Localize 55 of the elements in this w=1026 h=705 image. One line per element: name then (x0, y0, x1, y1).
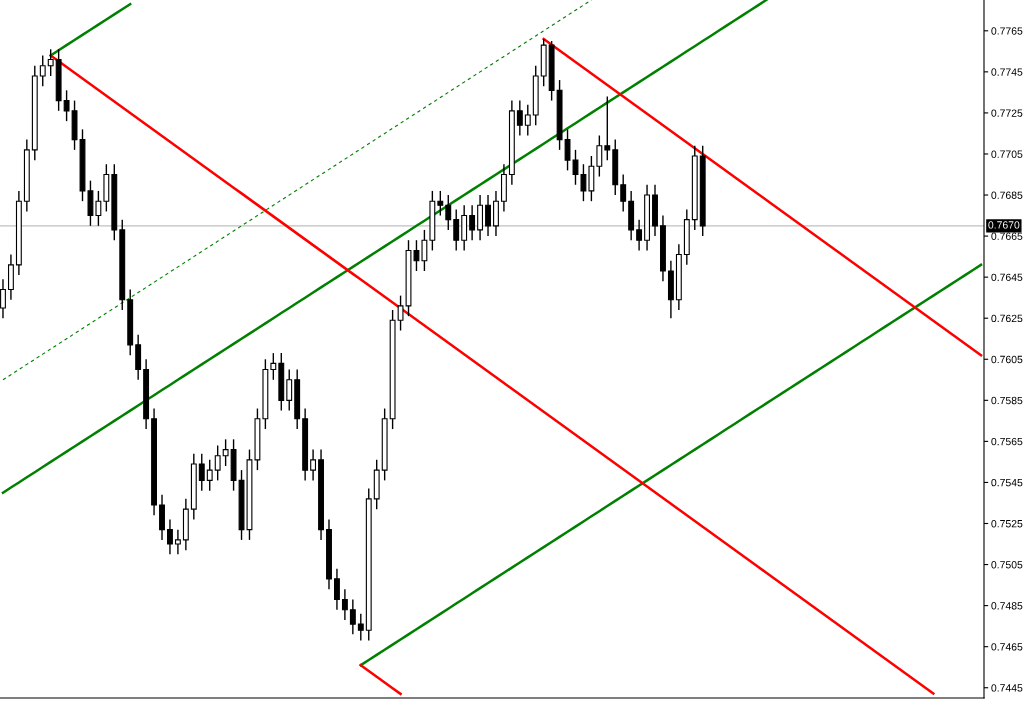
y-tick-label: 0.7765 (991, 27, 1023, 35)
candlestick (198, 453, 205, 492)
candlestick (453, 208, 460, 252)
candlestick (174, 528, 181, 555)
y-tick-label: 0.7725 (991, 109, 1023, 117)
line-series (359, 263, 983, 667)
y-tick-label: 0.7645 (991, 273, 1023, 282)
y-tick-label: 0.7505 (991, 561, 1023, 569)
candlestick (445, 194, 452, 231)
candlestick (214, 444, 221, 482)
candlestick (270, 352, 277, 381)
candlestick (596, 134, 603, 178)
candlestick (620, 173, 627, 213)
y-tick-label: 0.7665 (991, 232, 1023, 240)
candlestick (421, 229, 428, 272)
candlestick (341, 588, 348, 621)
candlestick (349, 598, 356, 636)
candlestick (206, 459, 213, 492)
y-tick-label: 0.7565 (991, 437, 1023, 446)
y-tick-label: 0.7705 (991, 150, 1023, 158)
candlestick (334, 567, 340, 611)
line-series (1, 0, 768, 494)
candlestick (604, 95, 611, 161)
candlestick (524, 104, 531, 137)
candlestick (286, 368, 293, 412)
y-tick-label: 0.7585 (991, 396, 1023, 405)
candlestick (167, 518, 173, 555)
y-tick-label: 0.7745 (991, 68, 1023, 76)
candlestick (357, 613, 364, 642)
candlestick (310, 448, 317, 482)
candlestick (485, 194, 491, 237)
line-series (359, 663, 402, 696)
candlestick (39, 54, 46, 87)
candlestick (63, 89, 70, 122)
ref-line-label: 0.7670 (988, 221, 1020, 229)
candlestick (95, 190, 102, 227)
line-series (542, 37, 983, 357)
candlestick (516, 99, 523, 137)
line-series (49, 2, 132, 57)
candlestick (636, 218, 643, 252)
candlestick (469, 204, 476, 241)
candlestick (222, 438, 229, 467)
y-tick-label: 0.7445 (991, 684, 1023, 692)
y-tick-label: 0.7625 (991, 314, 1023, 323)
line-series (2, 0, 592, 381)
y-tick-label: 0.7465 (991, 643, 1023, 651)
y-tick-label: 0.7685 (991, 191, 1023, 199)
line-series (49, 54, 935, 695)
candlestick (47, 48, 54, 77)
y-tick-label: 0.7485 (991, 602, 1023, 610)
candlestick (437, 190, 444, 217)
y-tick-label: 0.7545 (991, 478, 1023, 487)
y-tick-label: 0.7525 (991, 520, 1023, 528)
candlestick (0, 278, 6, 319)
y-tick-label: 0.7605 (991, 355, 1023, 364)
